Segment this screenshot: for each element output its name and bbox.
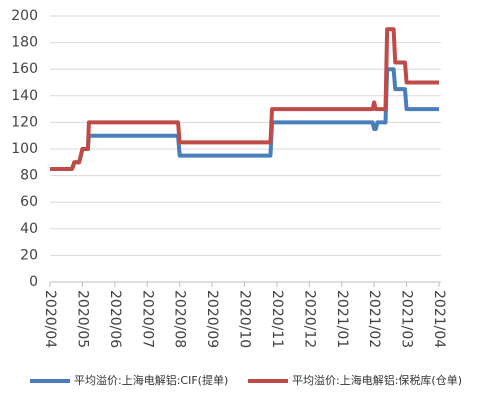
y-tick-label: 200 [11,8,38,24]
x-tick-label: 2020/08 [172,290,188,348]
y-tick-label: 100 [11,141,38,157]
legend-label: 平均溢价:上海电解铝:保税库(仓单) [292,373,462,387]
x-tick-label: 2020/09 [204,290,220,348]
x-tick-label: 2021/04 [431,290,447,348]
y-tick-label: 20 [20,247,38,263]
y-tick-label: 180 [11,35,38,51]
x-tick-label: 2020/04 [42,290,58,348]
x-tick-label: 2020/06 [107,290,123,348]
x-tick-label: 2020/10 [237,290,253,348]
x-tick-label: 2020/05 [74,290,90,348]
y-tick-label: 140 [11,88,38,104]
y-tick-label: 80 [20,168,38,184]
series-line [50,67,439,171]
series-line [50,27,439,171]
x-tick-label: 2021/02 [366,290,382,348]
x-tick-label: 2021/03 [399,290,415,348]
y-tick-label: 120 [11,114,38,130]
x-tick-label: 2020/11 [269,290,285,348]
x-tick-label: 2020/07 [139,290,155,348]
y-tick-label: 160 [11,61,38,77]
x-tick-label: 2021/01 [334,290,350,348]
y-tick-label: 40 [20,221,38,237]
y-tick-label: 60 [20,194,38,210]
x-tick-label: 2020/12 [301,290,317,348]
legend-label: 平均溢价:上海电解铝:CIF(提单) [74,373,228,387]
y-tick-label: 0 [29,274,38,290]
